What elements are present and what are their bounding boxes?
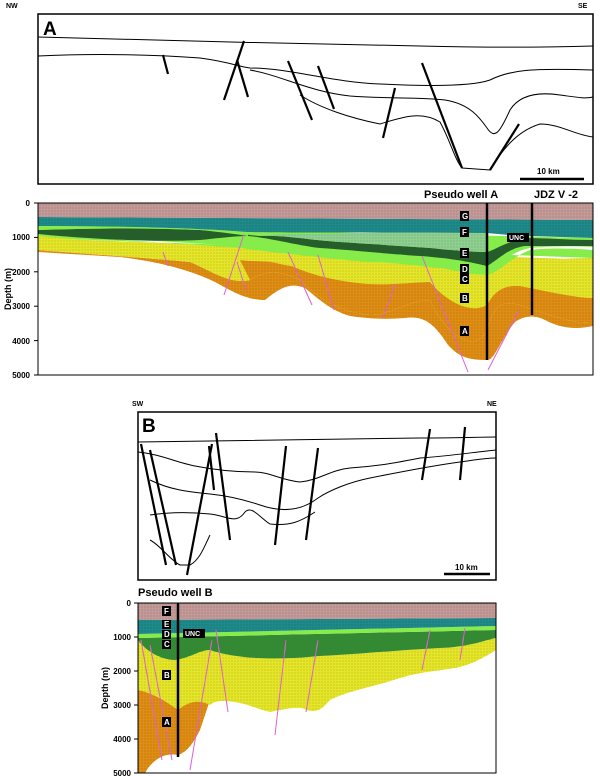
panel-b-scale-label: 10 km [455, 563, 478, 572]
panel-a-scale-label: 10 km [537, 167, 560, 176]
layer-e-label: E [462, 249, 468, 258]
depth-tick-b-5000: 5000 [113, 769, 131, 776]
panel-a-depth-axis: 0 1000 2000 3000 4000 5000 Depth (m) [3, 199, 38, 380]
layer-g-label: G [462, 212, 468, 221]
panel-b-depth-axis: 0 1000 2000 3000 4000 5000 Depth (m) [100, 599, 138, 776]
layer-b-d-label: D [164, 630, 170, 639]
panel-b-label: B [142, 416, 156, 437]
depth-tick-b-0: 0 [127, 599, 132, 608]
horizon-3 [249, 69, 594, 134]
depth-tick-a-2000: 2000 [12, 268, 30, 277]
figure-b-seismic-panel: SW NE B 10 km [132, 401, 497, 581]
panel-a-horizons [37, 36, 594, 171]
layer-b-e-label: E [164, 620, 170, 629]
figure-a-depth-model: Pseudo well A JDZ V -2 [3, 189, 594, 380]
depth-tick-a-1000: 1000 [12, 233, 30, 242]
panel-a-layer-labels: G F E D C B A UNC [460, 211, 529, 336]
horizon-b-5 [149, 534, 211, 566]
horizon-b-3 [149, 457, 497, 511]
jdz-well-label: JDZ V -2 [534, 189, 578, 201]
layer-b-f-label: F [164, 607, 169, 616]
depth-tick-a-4000: 4000 [12, 337, 30, 346]
panel-a-label: A [43, 19, 57, 40]
panel-b-faults [139, 426, 467, 576]
panel-b-model-frame [137, 602, 497, 774]
horizon-b-1 [137, 436, 497, 443]
se-direction-label: SE [578, 3, 588, 10]
pseudo-well-a-label: Pseudo well A [424, 189, 498, 201]
panel-a-model-frame [37, 202, 594, 376]
layer-b-label: B [462, 294, 468, 303]
depth-tick-a-0: 0 [26, 199, 31, 208]
panel-b-horizons [137, 436, 497, 566]
depth-tick-a-5000: 5000 [12, 371, 30, 380]
panel-b-frame [137, 411, 497, 581]
panel-a-faults [161, 40, 520, 171]
panel-b-unc-label: UNC [185, 631, 200, 638]
panel-a-unc-label: UNC [509, 235, 524, 242]
figure-a-seismic-panel: NW SE A 10 km [6, 3, 594, 185]
depth-tick-a-3000: 3000 [12, 302, 30, 311]
figure-b-depth-model: Pseudo well B [100, 587, 497, 776]
panel-b-scale-bar: 10 km [444, 563, 490, 576]
sw-direction-label: SW [132, 401, 144, 408]
layer-f-label: F [462, 228, 467, 237]
horizon-b-2 [137, 449, 497, 483]
layer-b-a-label: A [164, 718, 170, 727]
layer-d-label: D [462, 265, 468, 274]
panel-a-layers [38, 203, 593, 375]
layer-c-label: C [462, 275, 468, 284]
nw-direction-label: NW [6, 3, 18, 10]
panel-b-depth-axis-label: Depth (m) [100, 667, 110, 709]
panel-b-layers [138, 603, 496, 773]
horizon-1 [37, 36, 594, 48]
depth-tick-b-4000: 4000 [113, 735, 131, 744]
layer-b-c-label: C [164, 640, 170, 649]
panel-a-depth-axis-label: Depth (m) [3, 268, 13, 310]
panel-a-frame [37, 13, 594, 185]
layer-b-b-label: B [164, 671, 170, 680]
depth-tick-b-2000: 2000 [113, 667, 131, 676]
depth-tick-b-3000: 3000 [113, 701, 131, 710]
horizon-2 [37, 54, 594, 86]
pseudo-well-b-label: Pseudo well B [138, 587, 213, 599]
panel-b-layer-labels: F E D C B A UNC [162, 606, 205, 727]
layer-a-label: A [462, 327, 468, 336]
panel-a-scale-bar: 10 km [520, 167, 584, 181]
horizon-4 [299, 94, 594, 171]
horizon-b-4 [149, 509, 316, 525]
ne-direction-label: NE [487, 401, 497, 408]
depth-tick-b-1000: 1000 [113, 633, 131, 642]
